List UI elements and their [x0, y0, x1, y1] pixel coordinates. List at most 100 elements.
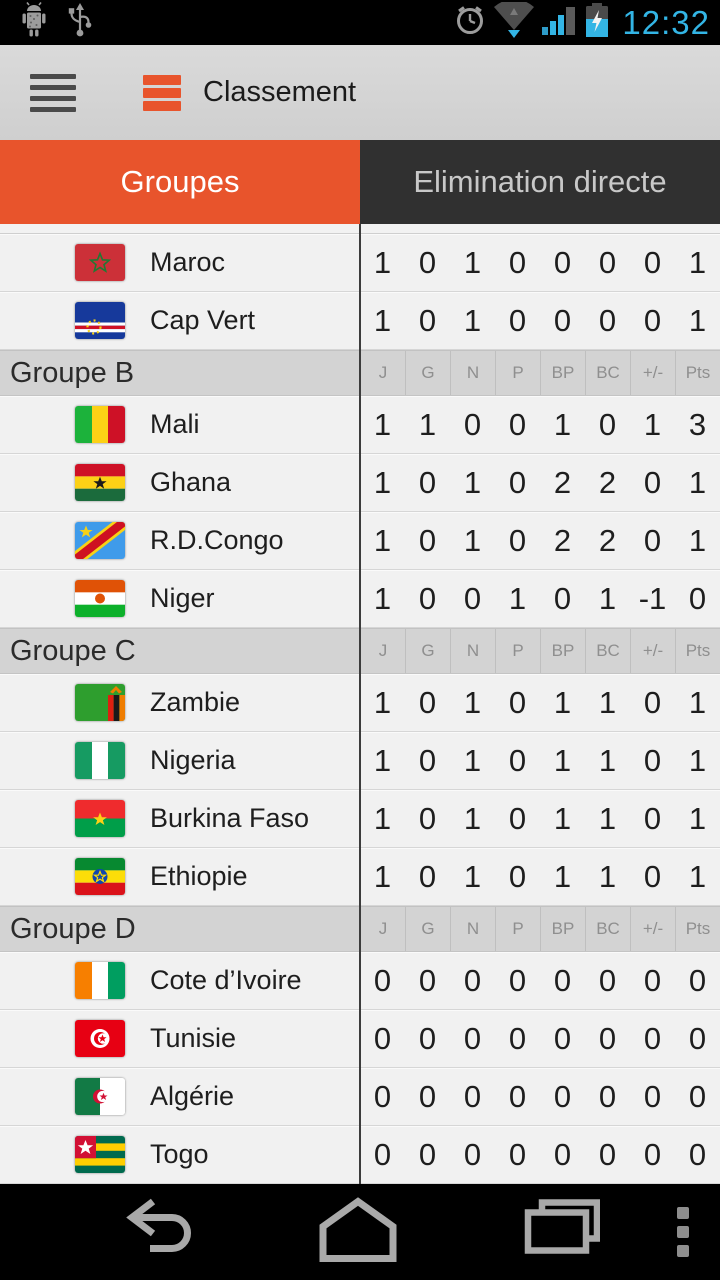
team-cell: Ghana: [0, 464, 360, 501]
stat-value: 0: [508, 302, 527, 338]
nav-bar: [0, 1184, 720, 1280]
stat-value: 0: [643, 244, 662, 280]
team-name: Zambie: [150, 687, 241, 717]
stat-value: 1: [598, 742, 617, 778]
back-icon[interactable]: [122, 1198, 204, 1267]
stat-value: 0: [463, 1020, 482, 1056]
status-right-icons: 12:32: [454, 0, 710, 43]
stat-value: 0: [508, 684, 527, 720]
flag-maroc-icon: [75, 244, 125, 281]
stat-value: 0: [418, 800, 437, 836]
team-name: R.D.Congo: [150, 525, 284, 555]
stat-value: 0: [508, 464, 527, 500]
stat-value: 0: [598, 962, 617, 998]
team-name: Tunisie: [150, 1023, 237, 1053]
tab-elimination-directe[interactable]: Elimination directe: [360, 140, 720, 224]
team-row[interactable]: Ghana 1 0 1 0 2 2 0 1: [0, 454, 720, 512]
team-cell: Niger: [0, 580, 360, 617]
team-name: Maroc: [150, 247, 226, 277]
stat-value: 0: [508, 962, 527, 998]
team-name: Togo: [150, 1139, 209, 1169]
stat-value: 1: [463, 742, 482, 778]
stat-value: 0: [553, 1020, 572, 1056]
team-name: Burkina Faso: [150, 803, 310, 833]
recents-icon[interactable]: [524, 1199, 601, 1266]
stat-value: 0: [463, 1078, 482, 1114]
battery-charging-icon: [585, 2, 609, 43]
stat-value: 0: [508, 800, 527, 836]
stat-value: 0: [373, 1020, 392, 1056]
stat-value: 0: [508, 1078, 527, 1114]
stat-value: 1: [643, 406, 662, 442]
stat-value: 0: [418, 1078, 437, 1114]
column-header: G: [405, 907, 450, 951]
stat-value: 1: [688, 684, 707, 720]
stat-value: 0: [553, 1078, 572, 1114]
stat-value: 1: [688, 464, 707, 500]
stat-value: 0: [643, 464, 662, 500]
stat-value: 0: [553, 244, 572, 280]
flag-togo-icon: [75, 1136, 125, 1173]
home-icon[interactable]: [318, 1197, 398, 1268]
stat-value: 0: [688, 1078, 707, 1114]
team-cell: Algérie: [0, 1078, 360, 1115]
flag-cotedivoire-icon: [75, 962, 125, 999]
stat-value: 1: [373, 858, 392, 894]
stat-value: 1: [688, 800, 707, 836]
flag-tunisie-icon: [75, 1020, 125, 1057]
app-logo-icon: [143, 74, 181, 111]
team-row[interactable]: Niger 1 0 0 1 0 1 -1 0: [0, 570, 720, 628]
flag-zambie-icon: [75, 684, 125, 721]
tab-bar: Groupes Elimination directe: [0, 140, 720, 224]
stat-value: 0: [463, 406, 482, 442]
stat-value: 0: [643, 522, 662, 558]
hamburger-icon[interactable]: [30, 73, 76, 112]
stat-value: 0: [418, 464, 437, 500]
stat-value: 0: [688, 962, 707, 998]
page-title: Classement: [203, 76, 357, 108]
column-header: +/-: [630, 351, 675, 395]
team-cell: Cote d’Ivoire: [0, 962, 360, 999]
stat-value: 1: [688, 302, 707, 338]
team-name: Cote d’Ivoire: [150, 965, 302, 995]
stat-value: 0: [418, 858, 437, 894]
team-name: Cap Vert: [150, 305, 256, 335]
column-header: +/-: [630, 629, 675, 673]
team-name: Mali: [150, 409, 200, 439]
stat-value: 0: [463, 1136, 482, 1172]
stat-value: 0: [373, 1078, 392, 1114]
column-header: N: [450, 351, 495, 395]
stat-value: 1: [373, 800, 392, 836]
team-stats: 1 0 0 1 0 1 -1 0: [360, 581, 720, 617]
stat-value: 0: [643, 858, 662, 894]
team-cell: Nigeria: [0, 742, 360, 779]
usb-icon: [66, 2, 94, 43]
stat-value: 1: [373, 580, 392, 616]
stat-value: 1: [373, 522, 392, 558]
stat-value: 0: [553, 1136, 572, 1172]
stat-value: 0: [418, 962, 437, 998]
team-cell: Tunisie: [0, 1020, 360, 1057]
column-header: BP: [540, 351, 585, 395]
team-name: Ghana: [150, 467, 232, 497]
stat-value: 1: [463, 244, 482, 280]
stat-value: 1: [553, 406, 572, 442]
stat-value: 1: [553, 800, 572, 836]
team-cell: Togo: [0, 1136, 360, 1173]
tab-groupes[interactable]: Groupes: [0, 140, 360, 224]
stat-value: 0: [643, 800, 662, 836]
stat-value: 0: [643, 302, 662, 338]
stat-value: 0: [553, 962, 572, 998]
stat-value: 0: [463, 580, 482, 616]
column-header: P: [495, 907, 540, 951]
menu-icon[interactable]: [677, 1207, 689, 1257]
stat-value: 1: [598, 580, 617, 616]
column-header: J: [360, 351, 405, 395]
